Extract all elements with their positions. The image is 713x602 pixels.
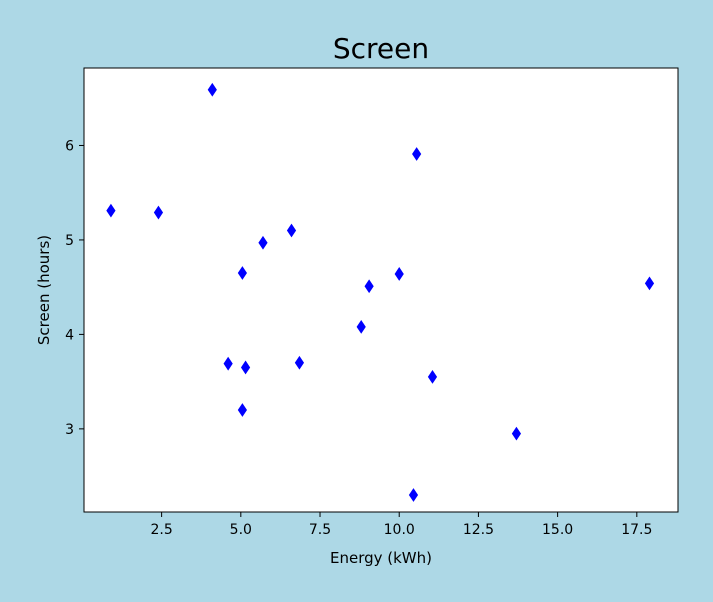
data-point — [394, 267, 404, 281]
data-point — [427, 370, 438, 384]
x-tick-label: 17.5 — [621, 522, 652, 538]
data-point — [237, 266, 248, 280]
data-point — [240, 360, 251, 375]
y-axis-title: Screen (hours) — [35, 235, 53, 345]
x-axis-title: Energy (kWh) — [330, 549, 432, 567]
x-axis-ticks: 2.5 5.0 7.5 10.0 12.5 15.0 17.5 — [150, 512, 652, 538]
data-point — [412, 147, 422, 161]
y-tick-label: 4 — [65, 327, 74, 343]
y-tick-label: 3 — [65, 422, 74, 438]
data-point — [286, 223, 297, 238]
data-point — [644, 276, 655, 291]
data-point — [511, 426, 522, 441]
plot-area — [83, 67, 679, 513]
chart-title: Screen — [333, 32, 429, 65]
data-point — [364, 279, 374, 294]
x-tick-label: 5.0 — [230, 522, 252, 538]
data-point — [106, 203, 116, 218]
x-tick-label: 2.5 — [150, 522, 172, 538]
data-point — [356, 319, 366, 334]
data-point — [237, 403, 248, 417]
data-point — [153, 205, 164, 220]
data-points — [106, 82, 655, 502]
y-tick-label: 5 — [65, 233, 74, 249]
y-tick-label: 6 — [65, 138, 74, 154]
x-tick-label: 15.0 — [542, 522, 573, 538]
data-point — [258, 235, 268, 250]
x-tick-label: 7.5 — [309, 522, 331, 538]
x-tick-label: 10.0 — [384, 522, 415, 538]
data-point — [207, 82, 217, 97]
data-point — [408, 488, 419, 502]
y-axis-ticks: 3 4 5 6 — [65, 138, 84, 438]
data-point — [223, 356, 233, 371]
data-point — [294, 355, 305, 370]
x-tick-label: 12.5 — [463, 522, 494, 538]
